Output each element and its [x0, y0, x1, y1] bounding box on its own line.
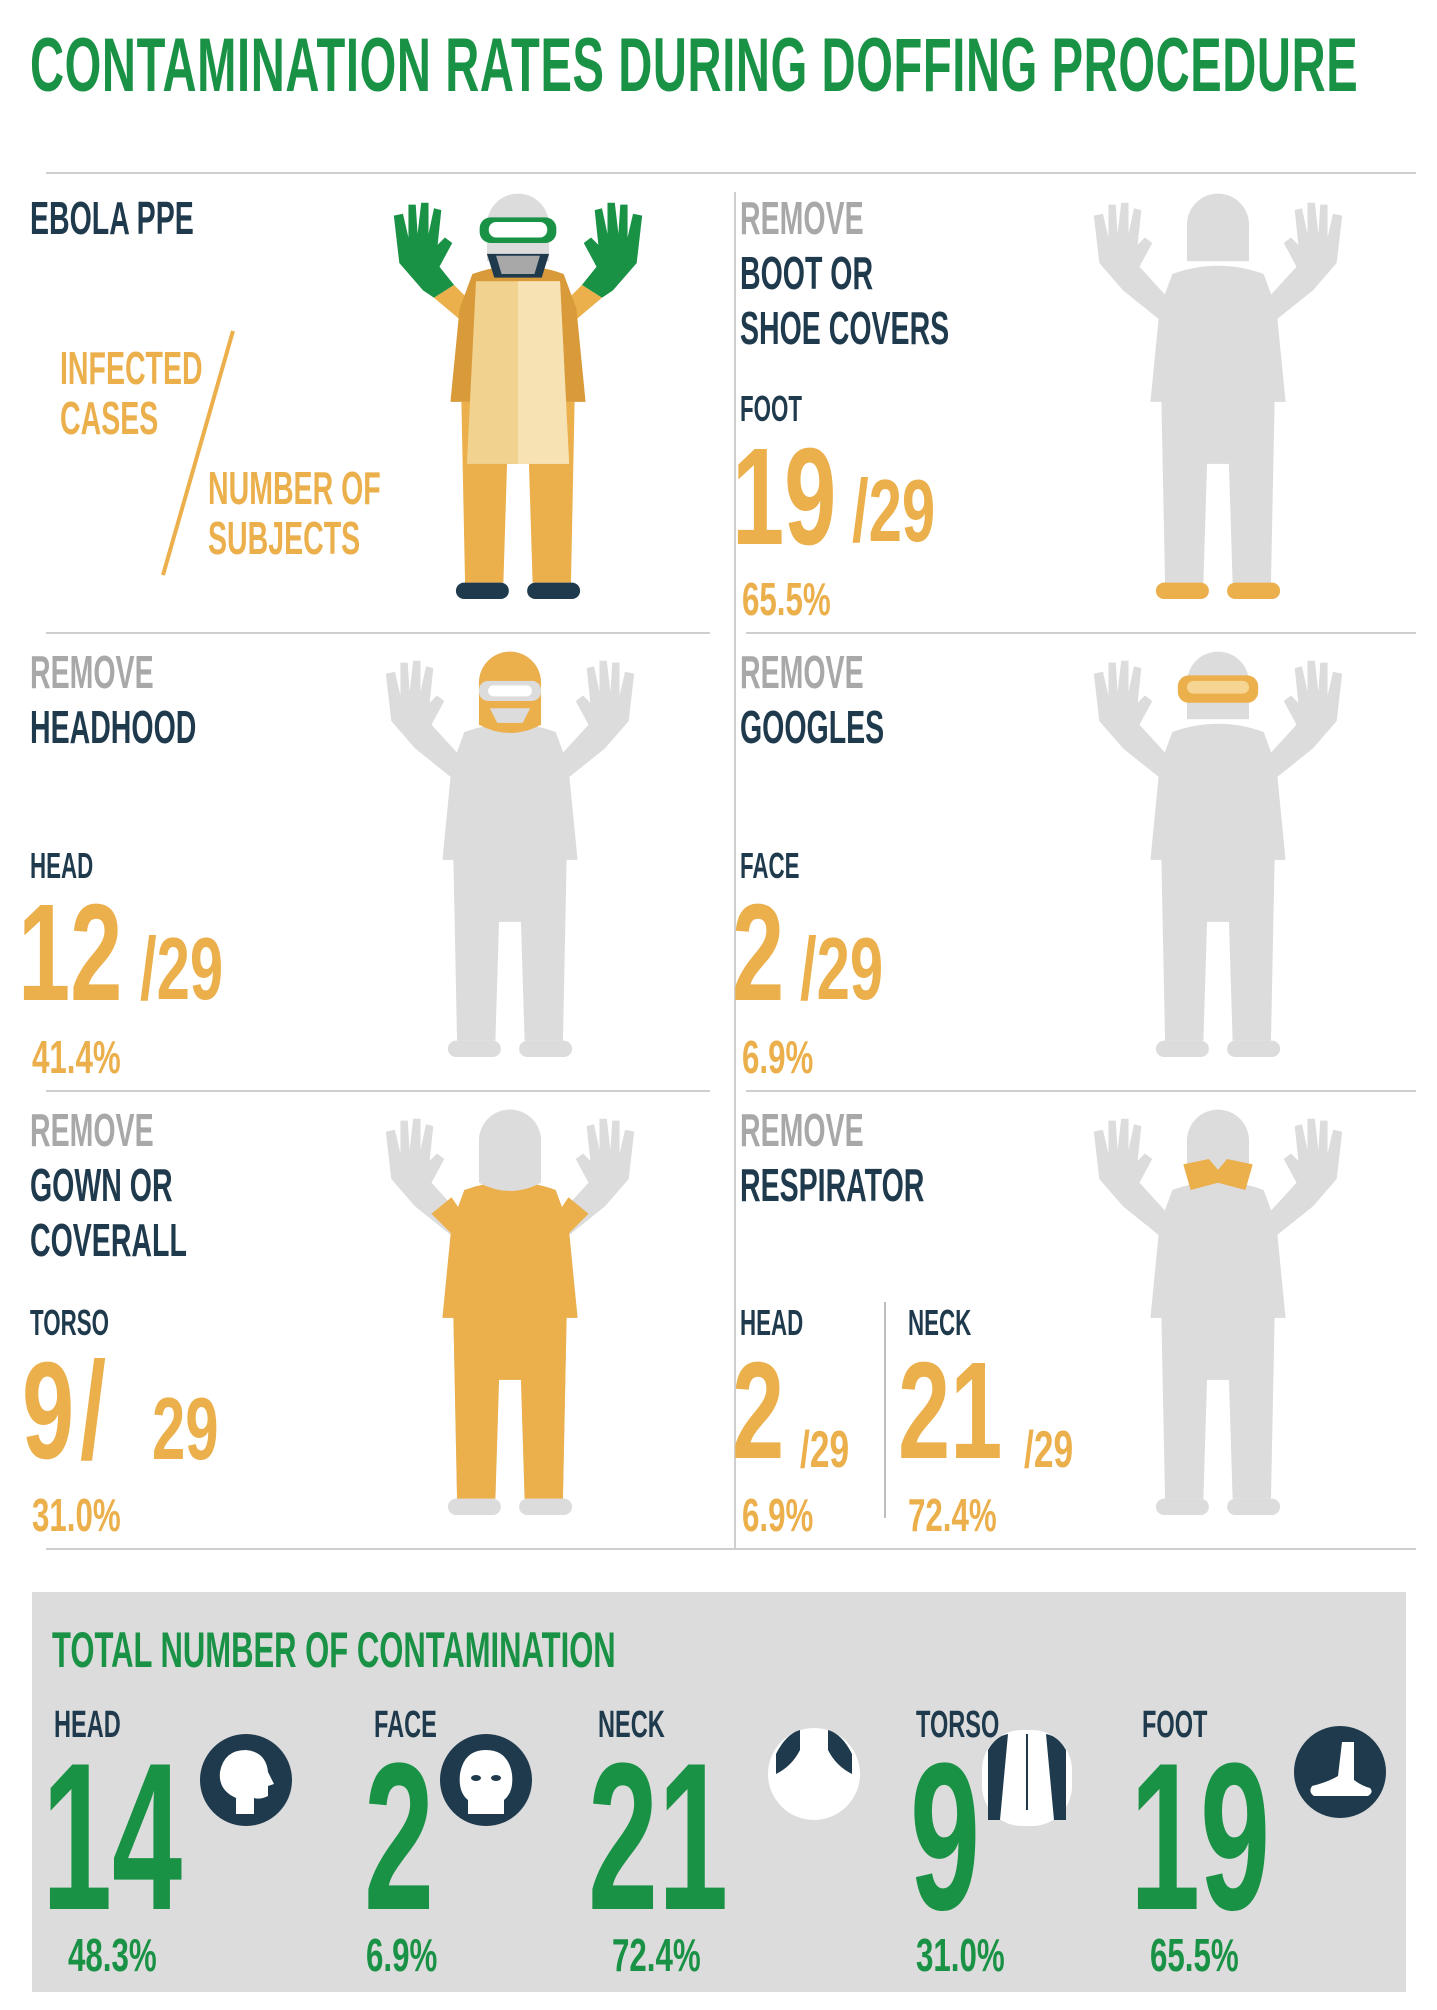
- respirator-head-denominator: /29: [800, 1421, 850, 1479]
- respirator-head-percent: 6.9%: [742, 1489, 814, 1541]
- legend-infected-line1: INFECTED: [60, 342, 203, 394]
- total-head-percent: 48.3%: [68, 1929, 157, 1981]
- headhood-remove-label: REMOVE: [30, 646, 154, 698]
- total-head-value: 14: [42, 1719, 183, 1954]
- divider-row1-right: [746, 632, 1416, 634]
- divider-row2: [46, 1090, 710, 1092]
- total-foot-value: 19: [1130, 1719, 1271, 1954]
- respirator-remove-label: REMOVE: [740, 1104, 864, 1156]
- neck-icon: [768, 1728, 860, 1820]
- goggles-remove-label: REMOVE: [740, 646, 864, 698]
- respirator-neck-denominator: /29: [1024, 1421, 1074, 1479]
- headhood-denominator: /29: [140, 919, 224, 1018]
- boot-region-label: FOOT: [740, 388, 802, 429]
- divider-column: [734, 192, 736, 1548]
- legend-subjects-line1: NUMBER OF: [208, 462, 381, 514]
- goggles-region-label: FACE: [740, 845, 800, 886]
- gown-percent: 31.0%: [32, 1489, 121, 1541]
- totals-heading: TOTAL NUMBER OF CONTAMINATION: [52, 1622, 616, 1678]
- head-profile-icon: [200, 1734, 292, 1826]
- respirator-neck-region: NECK: [908, 1302, 972, 1343]
- respirator-step-line1: RESPIRATOR: [740, 1159, 925, 1211]
- boot-step-line1: BOOT OR: [740, 247, 874, 299]
- legend-heading: EBOLA PPE: [30, 192, 194, 244]
- total-foot-percent: 65.5%: [1150, 1929, 1239, 1981]
- headhood-infected-count: 12: [18, 876, 123, 1030]
- respirator-neck-count: 21: [898, 1334, 1003, 1488]
- total-foot-label: FOOT: [1142, 1704, 1208, 1746]
- goggles-percent: 6.9%: [742, 1031, 814, 1083]
- legend-subjects-line2: SUBJECTS: [208, 512, 361, 564]
- gown-step-line2: COVERALL: [30, 1214, 187, 1266]
- total-neck-percent: 72.4%: [612, 1929, 701, 1981]
- foot-icon: [1294, 1726, 1386, 1818]
- total-torso-label: TORSO: [916, 1704, 1000, 1746]
- goggles-figure: [1093, 651, 1343, 1058]
- divider-row2-right: [746, 1090, 1416, 1092]
- respirator-head-region: HEAD: [740, 1302, 804, 1343]
- boot-step-line2: SHOE COVERS: [740, 302, 950, 354]
- gown-region-label: TORSO: [30, 1302, 109, 1343]
- legend-infected-line2: CASES: [60, 392, 159, 444]
- gown-step-line1: GOWN OR: [30, 1159, 173, 1211]
- torso-icon: [982, 1730, 1072, 1826]
- gown-figure: [385, 1109, 635, 1516]
- ppe-full-figure: [393, 193, 643, 600]
- total-face-label: FACE: [374, 1704, 437, 1746]
- total-torso-value: 9: [910, 1719, 981, 1954]
- respirator-split: [884, 1302, 886, 1518]
- headhood-region-label: HEAD: [30, 845, 94, 886]
- boot-denominator: /29: [852, 461, 936, 560]
- divider-top: [46, 172, 1416, 174]
- respirator-head-count: 2: [732, 1334, 785, 1488]
- divider-row3: [46, 1548, 1416, 1550]
- goggles-denominator: /29: [800, 919, 884, 1018]
- gown-infected-count: 9: [22, 1334, 75, 1488]
- headhood-figure: [385, 651, 635, 1058]
- totals-panel: TOTAL NUMBER OF CONTAMINATION HEAD 14 48…: [32, 1592, 1406, 1992]
- boot-remove-label: REMOVE: [740, 192, 864, 244]
- face-icon: [440, 1734, 532, 1826]
- boot-infected-count: 19: [732, 420, 837, 574]
- boot-figure: [1093, 193, 1343, 600]
- headhood-step-line1: HEADHOOD: [30, 701, 197, 753]
- page-title: CONTAMINATION RATES DURING DOFFING PROCE…: [30, 23, 1359, 108]
- divider-row1: [46, 632, 710, 634]
- total-neck-label: NECK: [598, 1704, 665, 1746]
- total-torso-percent: 31.0%: [916, 1929, 1005, 1981]
- goggles-infected-count: 2: [732, 876, 785, 1030]
- headhood-percent: 41.4%: [32, 1031, 121, 1083]
- respirator-neck-percent: 72.4%: [908, 1489, 997, 1541]
- total-head-label: HEAD: [54, 1704, 121, 1746]
- total-face-value: 2: [364, 1719, 435, 1954]
- respirator-figure: [1093, 1109, 1343, 1516]
- gown-slash: /: [80, 1334, 107, 1488]
- total-face-percent: 6.9%: [366, 1929, 438, 1981]
- goggles-step-line1: GOOGLES: [740, 701, 885, 753]
- total-neck-value: 21: [588, 1719, 729, 1954]
- boot-percent: 65.5%: [742, 573, 831, 625]
- gown-denominator: 29: [152, 1379, 219, 1478]
- gown-remove-label: REMOVE: [30, 1104, 154, 1156]
